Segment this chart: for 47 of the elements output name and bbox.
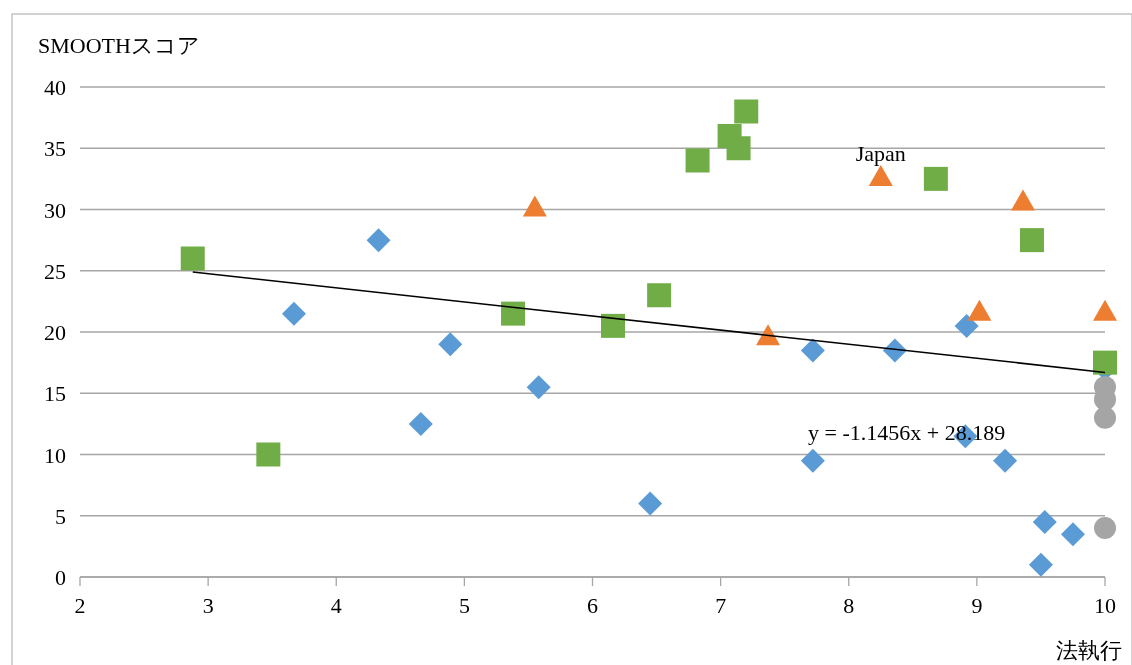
point bbox=[438, 332, 463, 357]
point bbox=[526, 375, 551, 400]
point bbox=[408, 411, 433, 436]
x-tick-label: 2 bbox=[74, 593, 86, 618]
point bbox=[647, 283, 672, 308]
point bbox=[734, 99, 759, 124]
x-tick-label: 10 bbox=[1094, 593, 1116, 618]
point bbox=[1060, 522, 1085, 547]
y-tick-label: 15 bbox=[44, 381, 66, 407]
x-tick-label: 3 bbox=[202, 593, 214, 618]
x-axis-title: 法執行 bbox=[1056, 638, 1122, 663]
point bbox=[1094, 517, 1116, 539]
point bbox=[180, 246, 205, 271]
point bbox=[501, 301, 526, 326]
point bbox=[366, 228, 391, 253]
point bbox=[923, 166, 948, 191]
annotation: Japan bbox=[855, 140, 906, 166]
point bbox=[601, 313, 625, 338]
point bbox=[1094, 406, 1116, 429]
point bbox=[638, 491, 663, 516]
point bbox=[256, 442, 281, 467]
point bbox=[800, 448, 825, 473]
point bbox=[726, 136, 751, 161]
x-tick-label: 7 bbox=[715, 593, 727, 618]
y-tick-label: 10 bbox=[44, 442, 66, 468]
y-tick-label: 35 bbox=[44, 136, 66, 162]
point bbox=[1093, 350, 1117, 375]
y-tick-label: 40 bbox=[44, 75, 66, 100]
x-tick-label: 9 bbox=[971, 593, 983, 618]
y-tick-label: 30 bbox=[44, 197, 66, 223]
point bbox=[1019, 228, 1044, 253]
x-tick-label: 4 bbox=[330, 593, 342, 618]
point bbox=[1028, 552, 1053, 577]
y-tick-label: 20 bbox=[44, 320, 66, 345]
point bbox=[954, 313, 979, 338]
point bbox=[993, 448, 1018, 473]
y-tick-label: 0 bbox=[55, 565, 66, 590]
point bbox=[800, 338, 825, 363]
x-tick-label: 8 bbox=[843, 593, 855, 618]
x-tick-label: 5 bbox=[458, 593, 470, 618]
point bbox=[1032, 509, 1057, 534]
y-axis-title: SMOOTHスコア bbox=[38, 33, 200, 58]
point bbox=[685, 148, 710, 173]
x-tick-label: 6 bbox=[587, 593, 598, 618]
point bbox=[281, 301, 306, 326]
y-tick-label: 5 bbox=[55, 503, 66, 529]
y-tick-label: 25 bbox=[44, 258, 66, 284]
